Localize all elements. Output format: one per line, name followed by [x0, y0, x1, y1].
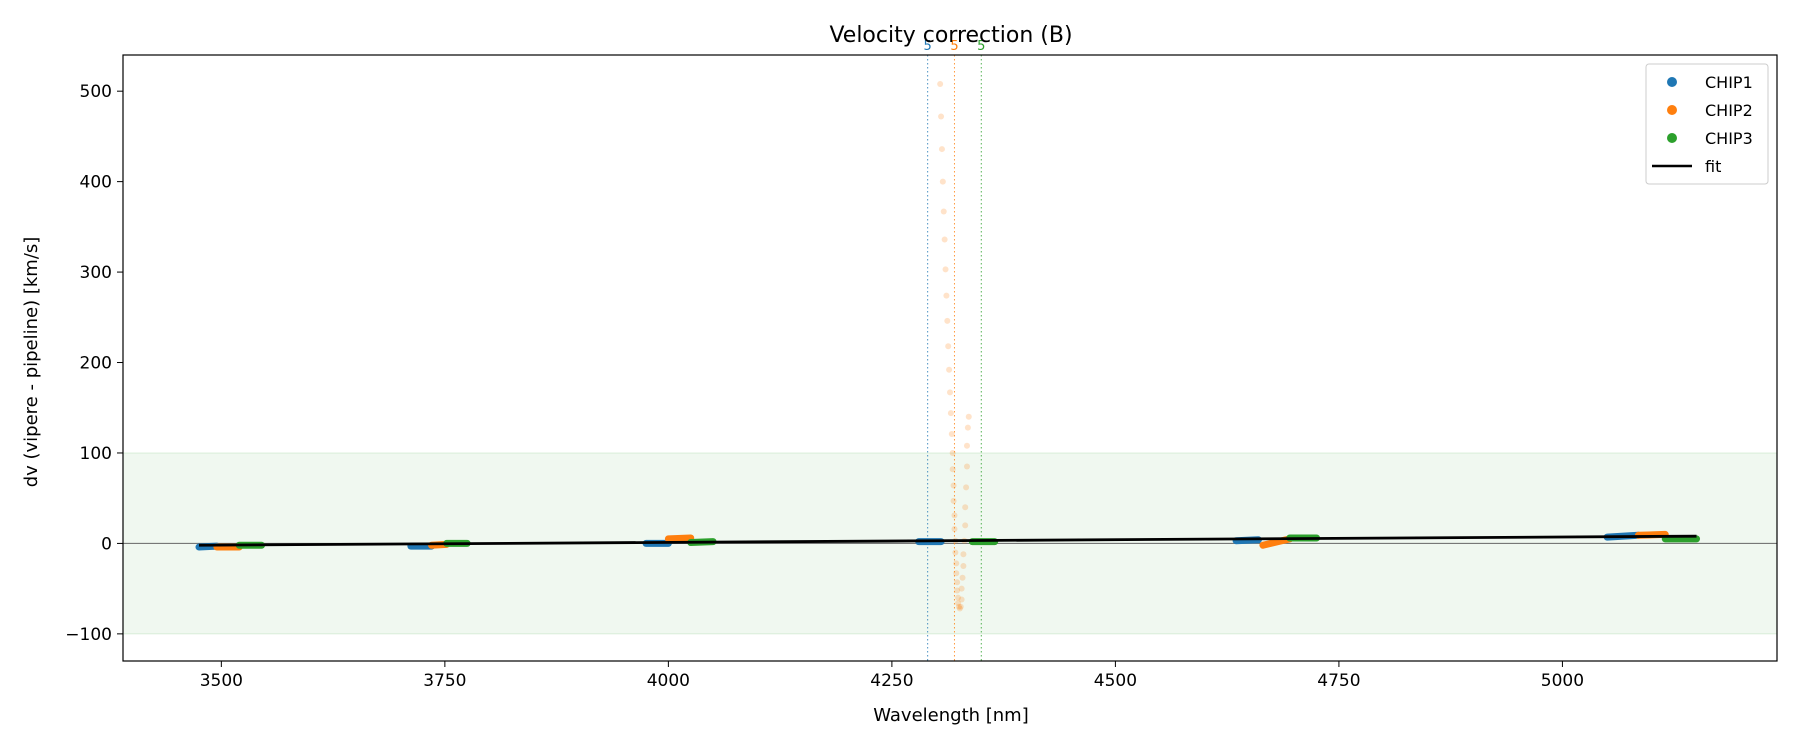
outlier-point-9 — [944, 317, 951, 324]
outlier-point-33 — [958, 585, 965, 592]
legend-marker-chip2 — [1667, 105, 1677, 115]
outlier-point-4 — [939, 178, 946, 185]
outlier-point-34 — [959, 574, 966, 581]
outlier-point-6 — [941, 236, 948, 243]
outlier-point-36 — [960, 551, 967, 558]
outlier-point-3 — [938, 146, 945, 153]
chip2-segment-3 — [664, 534, 695, 543]
outlier-point-30 — [956, 605, 963, 612]
legend-label-chip3: CHIP3 — [1705, 129, 1753, 148]
outlier-point-19 — [951, 512, 958, 519]
outlier-point-40 — [963, 484, 970, 491]
outlier-point-15 — [949, 449, 956, 456]
x-tick-label-5000: 5000 — [1541, 671, 1584, 691]
outlier-point-43 — [964, 424, 971, 431]
vline-label-3: 5 — [977, 39, 985, 54]
outlier-point-8 — [943, 292, 950, 299]
chip-boundary-lines: 5 5 5 — [924, 39, 985, 661]
outlier-point-35 — [960, 563, 967, 570]
y-tick-label-200: 200 — [80, 354, 112, 374]
legend: CHIP1 CHIP2 CHIP3 fit — [1645, 63, 1769, 185]
x-tick-label-3750: 3750 — [423, 671, 466, 691]
y-tick-label-300: 300 — [80, 263, 112, 283]
outlier-point-25 — [954, 579, 961, 586]
outlier-point-22 — [952, 549, 959, 556]
x-axis-label: Wavelength [nm] — [873, 705, 1029, 726]
x-tick-label-4000: 4000 — [647, 671, 690, 691]
outlier-point-39 — [962, 504, 969, 511]
y-tick-label-100: 100 — [80, 444, 112, 464]
fit-line-layer — [198, 534, 1697, 547]
vline-label-2: 5 — [950, 39, 958, 54]
vline-label-1: 5 — [924, 39, 932, 54]
outlier-point-18 — [950, 497, 957, 504]
outlier-point-16 — [949, 466, 956, 473]
legend-marker-chip1 — [1667, 77, 1677, 87]
legend-marker-chip3 — [1667, 133, 1677, 143]
outlier-point-23 — [953, 560, 960, 567]
outlier-point-44 — [965, 413, 972, 420]
outlier-point-11 — [946, 366, 953, 373]
legend-box — [1645, 63, 1769, 185]
legend-label-chip2: CHIP2 — [1705, 101, 1753, 120]
plot-frame — [122, 54, 1778, 662]
outlier-point-1 — [937, 80, 944, 87]
outlier-point-10 — [945, 343, 952, 350]
y-tick-label-500: 500 — [80, 82, 112, 102]
chart-title: Velocity correction (B) — [829, 23, 1072, 48]
outlier-point-41 — [963, 463, 970, 470]
outlier-point-13 — [947, 410, 954, 417]
outlier-point-5 — [940, 208, 947, 215]
y-axis-ticks: −100 0 100 200 300 400 500 — [65, 82, 123, 645]
legend-label-chip1: CHIP1 — [1705, 73, 1753, 92]
outlier-point-14 — [948, 430, 955, 437]
outlier-point-2 — [938, 113, 945, 120]
outlier-point-28 — [955, 600, 962, 607]
y-tick-label--100: −100 — [65, 625, 112, 645]
x-tick-label-4750: 4750 — [1317, 671, 1360, 691]
outlier-point-26 — [954, 587, 961, 594]
y-tick-label-400: 400 — [80, 173, 112, 193]
outlier-point-20 — [951, 525, 958, 532]
outlier-point-12 — [947, 389, 953, 396]
outlier-point-32 — [958, 596, 965, 603]
x-axis-ticks: 3500 3750 4000 4250 4500 4750 5000 — [200, 661, 1584, 691]
outlier-point-31 — [957, 603, 964, 610]
y-tick-label-0: 0 — [101, 534, 112, 554]
y-axis-label: dv (vipere - pipeline) [km/s] — [21, 237, 42, 488]
outlier-point-24 — [953, 570, 960, 577]
x-tick-label-3500: 3500 — [200, 671, 243, 691]
outlier-point-38 — [962, 522, 969, 529]
outlier-points — [937, 80, 972, 612]
x-tick-label-4250: 4250 — [870, 671, 913, 691]
fit-line — [198, 534, 1697, 547]
outlier-point-17 — [950, 482, 957, 489]
x-tick-label-4500: 4500 — [1094, 671, 1137, 691]
outlier-point-29 — [955, 603, 962, 610]
outlier-point-7 — [942, 266, 949, 273]
legend-label-fit: fit — [1705, 157, 1721, 176]
outlier-point-42 — [963, 442, 970, 449]
outlier-point-27 — [955, 594, 962, 601]
